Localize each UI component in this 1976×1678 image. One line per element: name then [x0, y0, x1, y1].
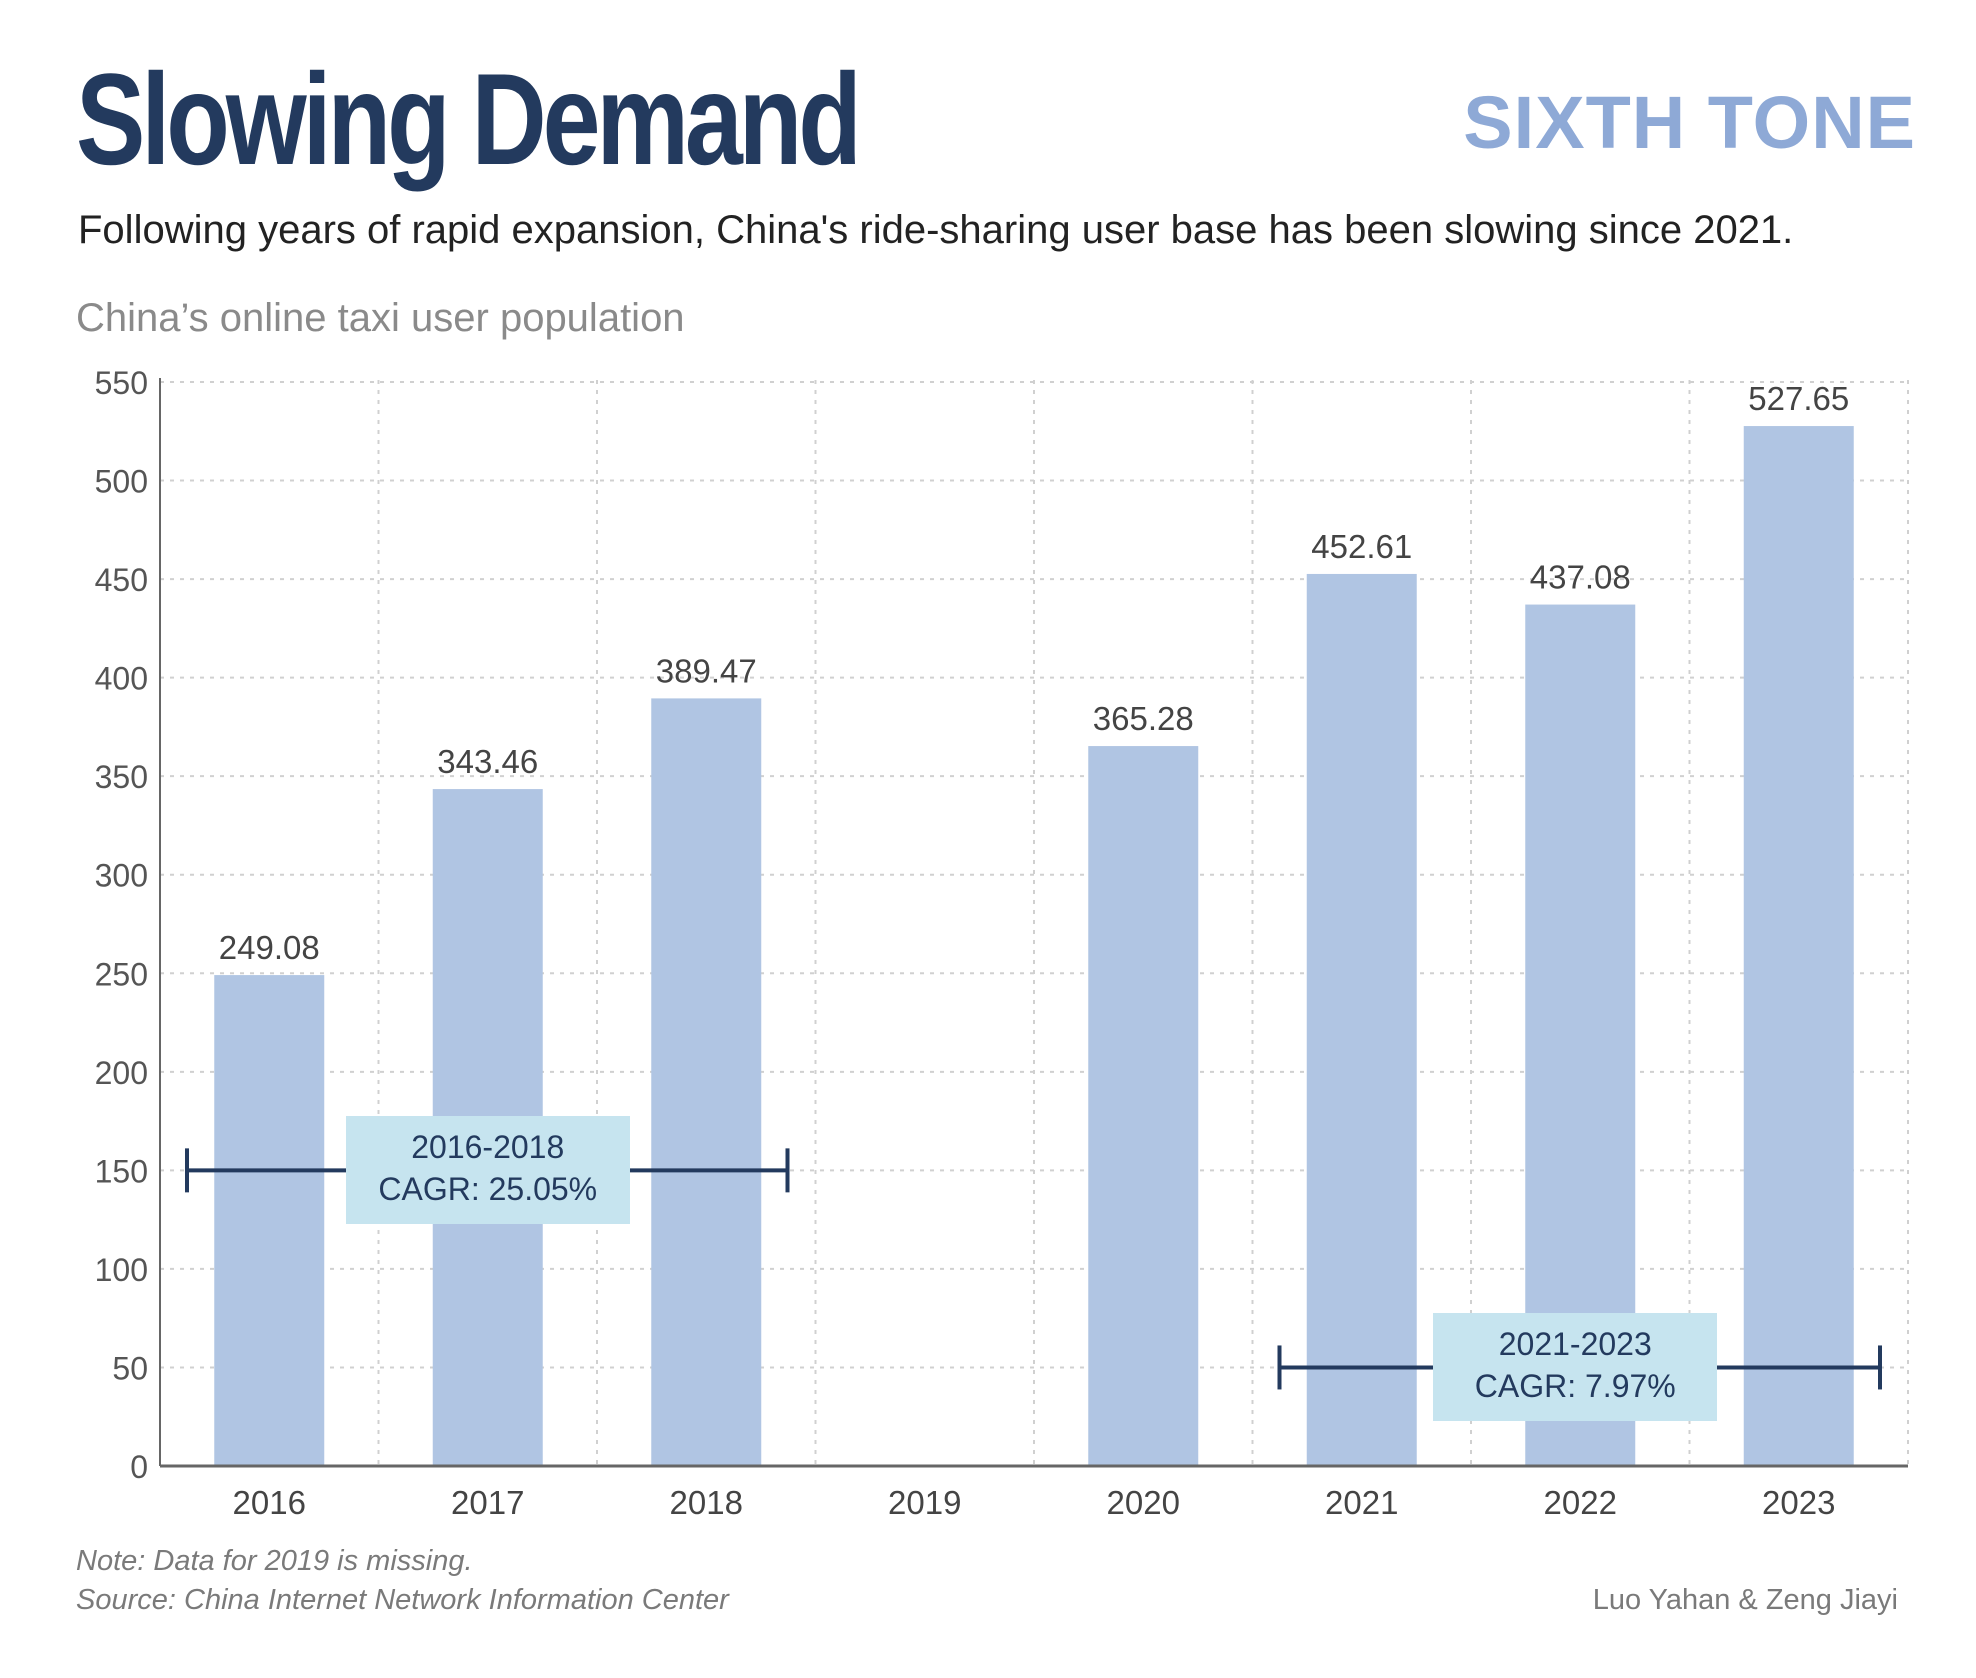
- chart-credit: Luo Yahan & Zeng Jiayi: [1592, 1584, 1898, 1616]
- chart-label: China’s online taxi user population: [76, 296, 685, 340]
- bar: [651, 698, 762, 1466]
- y-tick-label: 450: [95, 562, 148, 598]
- y-tick-label: 200: [95, 1055, 148, 1091]
- bar: [1743, 426, 1854, 1466]
- data-label: 452.61: [1311, 528, 1412, 565]
- brand-logo: SIXTH TONE: [1463, 81, 1916, 164]
- annotation-period: 2016-2018: [411, 1129, 565, 1166]
- data-label: 343.46: [437, 743, 538, 780]
- data-label: 389.47: [656, 652, 757, 689]
- y-tick-label: 150: [95, 1153, 148, 1189]
- bar: [1306, 573, 1417, 1466]
- cagr-annotation-2016-2018: 2016-2018 CAGR: 25.05%: [345, 1116, 630, 1225]
- data-label: 365.28: [1093, 700, 1194, 737]
- y-tick-label: 100: [95, 1252, 148, 1288]
- x-tick-label: 2020: [1107, 1484, 1180, 1521]
- y-tick-label: 350: [95, 759, 148, 795]
- chart-note: Note: Data for 2019 is missing.: [76, 1545, 473, 1577]
- chart-source: Source: China Internet Network Informati…: [76, 1584, 729, 1616]
- bar: [1088, 746, 1199, 1466]
- data-label: 249.08: [219, 929, 320, 966]
- chart-subtitle: Following years of rapid expansion, Chin…: [78, 208, 1794, 252]
- y-tick-label: 250: [95, 956, 148, 992]
- y-tick-label: 300: [95, 858, 148, 894]
- y-tick-label: 0: [130, 1449, 148, 1485]
- data-label: 527.65: [1748, 380, 1849, 417]
- x-tick-label: 2022: [1544, 1484, 1617, 1521]
- annotation-cagr: CAGR: 7.97%: [1474, 1368, 1676, 1405]
- data-label: 437.08: [1530, 559, 1631, 596]
- x-tick-label: 2023: [1762, 1484, 1835, 1521]
- x-tick-label: 2016: [233, 1484, 306, 1521]
- x-tick-label: 2021: [1325, 1484, 1398, 1521]
- annotation-cagr: CAGR: 25.05%: [378, 1171, 598, 1208]
- x-tick-label: 2019: [888, 1484, 961, 1521]
- y-tick-label: 550: [95, 365, 148, 401]
- x-tick-label: 2017: [451, 1484, 524, 1521]
- y-tick-label: 500: [95, 464, 148, 500]
- cagr-annotation-2021-2023: 2021-2023 CAGR: 7.97%: [1433, 1313, 1718, 1422]
- y-tick-label: 50: [112, 1350, 148, 1386]
- chart-title: Slowing Demand: [76, 46, 862, 192]
- x-tick-label: 2018: [670, 1484, 743, 1521]
- bar: [214, 975, 325, 1466]
- y-tick-label: 400: [95, 661, 148, 697]
- annotation-period: 2021-2023: [1498, 1326, 1652, 1363]
